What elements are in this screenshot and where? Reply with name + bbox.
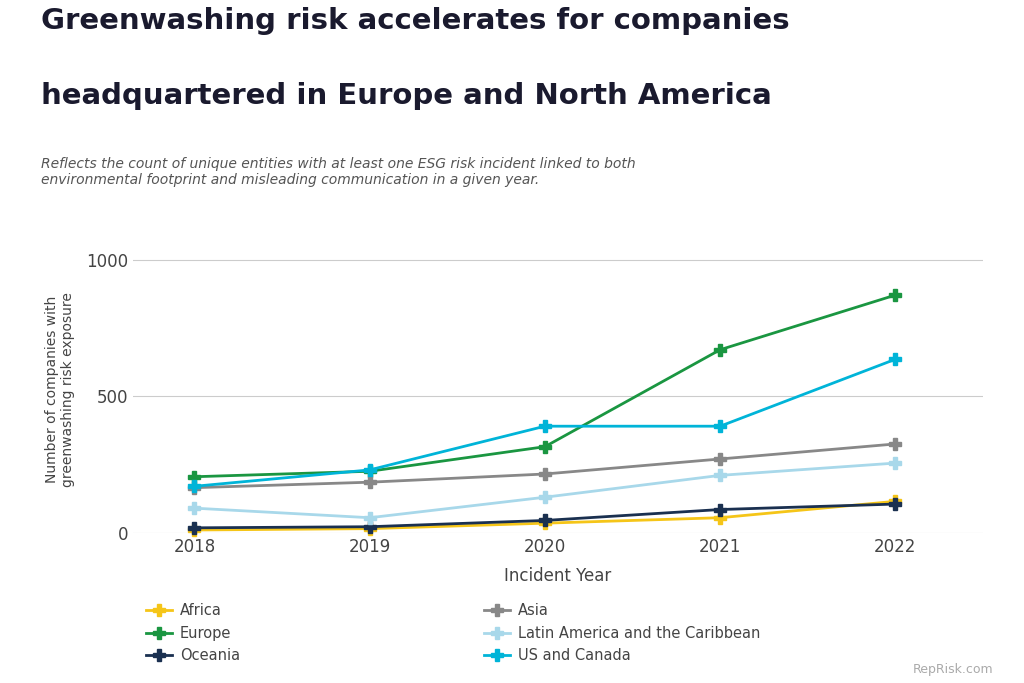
X-axis label: Incident Year: Incident Year (505, 567, 611, 585)
Legend: Asia, Latin America and the Caribbean, US and Canada: Asia, Latin America and the Caribbean, U… (478, 598, 766, 669)
Text: Greenwashing risk accelerates for companies: Greenwashing risk accelerates for compan… (41, 7, 790, 35)
Text: headquartered in Europe and North America: headquartered in Europe and North Americ… (41, 82, 772, 110)
Legend: Africa, Europe, Oceania: Africa, Europe, Oceania (140, 598, 246, 669)
Y-axis label: Number of companies with
greenwashing risk exposure: Number of companies with greenwashing ri… (45, 292, 75, 487)
Text: RepRisk.com: RepRisk.com (912, 663, 993, 676)
Text: Reflects the count of unique entities with at least one ESG risk incident linked: Reflects the count of unique entities wi… (41, 157, 636, 187)
